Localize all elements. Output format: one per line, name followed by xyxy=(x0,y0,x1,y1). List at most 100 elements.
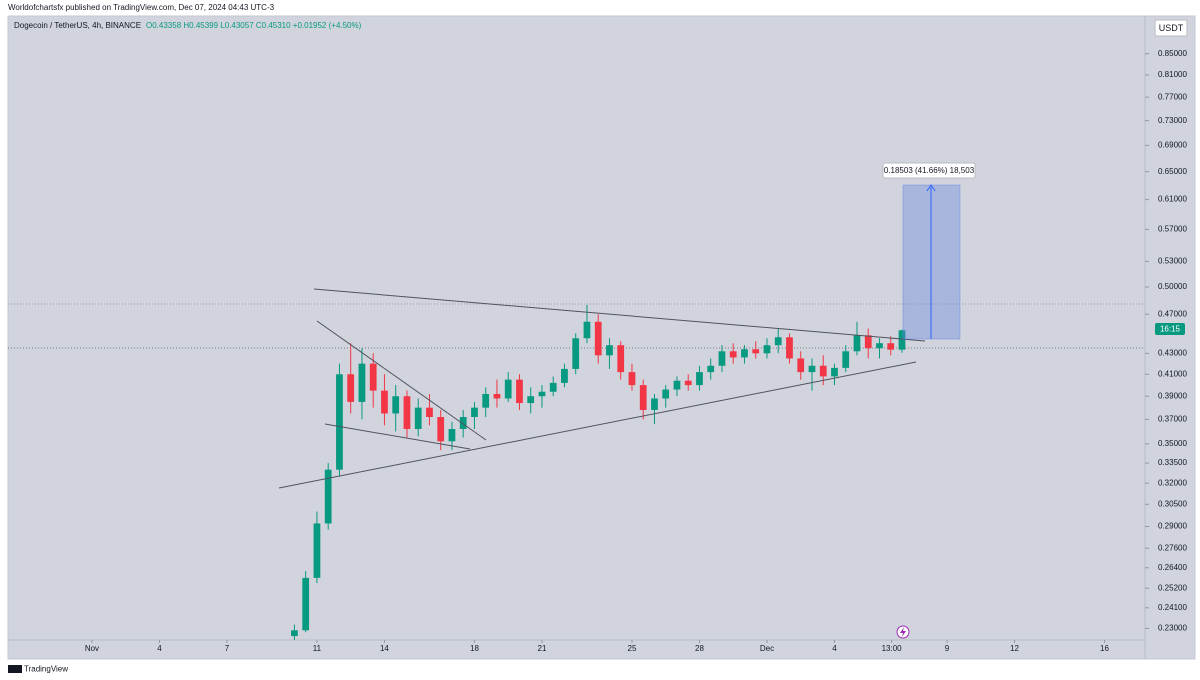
measure-label-box xyxy=(882,162,976,179)
x-tick-label: 21 xyxy=(538,644,547,653)
candle-body xyxy=(313,523,321,578)
candle-body xyxy=(414,407,422,429)
candle-body xyxy=(718,351,726,366)
y-tick-label: 0.33500 xyxy=(1158,458,1187,467)
trend-line xyxy=(324,423,471,450)
candle-body xyxy=(459,417,467,429)
y-tick-label: 0.37000 xyxy=(1158,414,1187,423)
candle-body xyxy=(786,337,793,359)
x-tick-label: 18 xyxy=(470,644,479,653)
candle-body xyxy=(729,351,737,358)
measure-arrow-head xyxy=(926,184,936,192)
candle-body xyxy=(527,396,535,404)
countdown: 16:15 xyxy=(1160,325,1181,334)
y-tick-label: 0.85000 xyxy=(1158,49,1187,58)
candle-body xyxy=(572,338,580,369)
y-tick-label: 0.32000 xyxy=(1158,478,1187,487)
candle-body xyxy=(797,358,805,373)
y-tick-label: 0.73000 xyxy=(1158,116,1187,125)
candle-body xyxy=(853,335,861,352)
candle-body xyxy=(426,407,433,418)
y-tick-label: 0.77000 xyxy=(1158,92,1187,101)
measure-label: 0.18503 (41.66%) 18,503 xyxy=(884,166,975,175)
x-tick-label: 9 xyxy=(945,644,950,653)
trend-line xyxy=(313,288,926,342)
candle-body xyxy=(639,385,647,410)
y-tick-label: 0.39000 xyxy=(1158,391,1187,400)
x-tick-label: 7 xyxy=(225,644,230,653)
x-tick-label: 28 xyxy=(695,644,704,653)
candle-body xyxy=(561,368,568,383)
x-tick-label: 25 xyxy=(628,644,637,653)
event-icon-bolt xyxy=(900,627,906,637)
candle-body xyxy=(369,363,377,391)
candle-body xyxy=(628,372,636,386)
candle-body xyxy=(617,345,625,373)
candle-body xyxy=(448,428,456,442)
y-tick-label: 0.65000 xyxy=(1158,167,1187,176)
candle-body xyxy=(336,374,343,470)
candle-body xyxy=(594,321,602,356)
x-tick-label: 11 xyxy=(313,644,322,653)
candle-body xyxy=(651,398,658,410)
candle-body xyxy=(538,391,546,397)
candle-body xyxy=(381,390,388,414)
y-tick-label: 0.35000 xyxy=(1158,439,1187,448)
candle-body xyxy=(291,630,298,637)
footer: TradingView xyxy=(24,665,68,674)
x-tick-label: 16 xyxy=(1100,644,1109,653)
y-tick-label: 0.47000 xyxy=(1158,309,1187,318)
currency-badge xyxy=(1154,19,1188,37)
header: Worldofchartsfx published on TradingView… xyxy=(8,3,275,12)
candle-body xyxy=(583,321,591,339)
y-tick-label: 0.57000 xyxy=(1158,225,1187,234)
x-tick-label: Nov xyxy=(85,644,99,653)
candle-body xyxy=(437,417,445,442)
candle-body xyxy=(549,382,557,392)
y-tick-label: 0.23000 xyxy=(1158,623,1187,632)
candle-body xyxy=(819,365,827,377)
candle-body xyxy=(887,343,895,350)
candle-body xyxy=(392,396,400,414)
countdown-badge xyxy=(1155,323,1185,335)
candle-body xyxy=(471,407,478,418)
y-tick-label: 0.81000 xyxy=(1158,70,1187,79)
ohlc-legend: O0.43358 H0.45399 L0.43057 C0.45310 +0.0… xyxy=(146,21,362,30)
trend-line xyxy=(278,361,917,489)
candle-body xyxy=(741,349,748,358)
candle-body xyxy=(898,330,906,350)
y-tick-label: 0.61000 xyxy=(1158,195,1187,204)
x-tick-label: 12 xyxy=(1010,644,1019,653)
y-tick-label: 0.43000 xyxy=(1158,348,1187,357)
candle-body xyxy=(606,345,613,356)
candle-body xyxy=(864,335,872,349)
candle-body xyxy=(842,351,850,368)
candle-body xyxy=(808,365,816,373)
candle-body xyxy=(403,396,411,429)
symbol-legend: Dogecoin / TetherUS, 4h, BINANCE xyxy=(14,21,141,30)
y-tick-label: 0.53000 xyxy=(1158,257,1187,266)
y-tick-label: 0.41000 xyxy=(1158,369,1187,378)
y-tick-label: 0.25200 xyxy=(1158,583,1187,592)
logo xyxy=(8,665,22,673)
x-tick-label: 4 xyxy=(157,644,162,653)
candle-body xyxy=(707,365,715,373)
candle-body xyxy=(324,469,332,524)
y-tick-label: 0.27600 xyxy=(1158,543,1187,552)
y-tick-label: 0.29000 xyxy=(1158,522,1187,531)
x-tick-label: Dec xyxy=(760,644,774,653)
y-tick-label: 0.30500 xyxy=(1158,499,1187,508)
y-tick-label: 0.69000 xyxy=(1158,141,1187,150)
candle-body xyxy=(504,379,512,399)
candle-body xyxy=(684,380,692,386)
x-tick-label: 4 xyxy=(832,644,837,653)
candle-body xyxy=(752,349,760,354)
x-tick-label: 13:00 xyxy=(882,644,903,653)
candle-body xyxy=(831,367,838,377)
candle-body xyxy=(358,363,366,402)
candle-body xyxy=(876,343,883,349)
candle-body xyxy=(673,380,681,390)
candle-body xyxy=(302,577,310,631)
candle-body xyxy=(516,379,523,404)
